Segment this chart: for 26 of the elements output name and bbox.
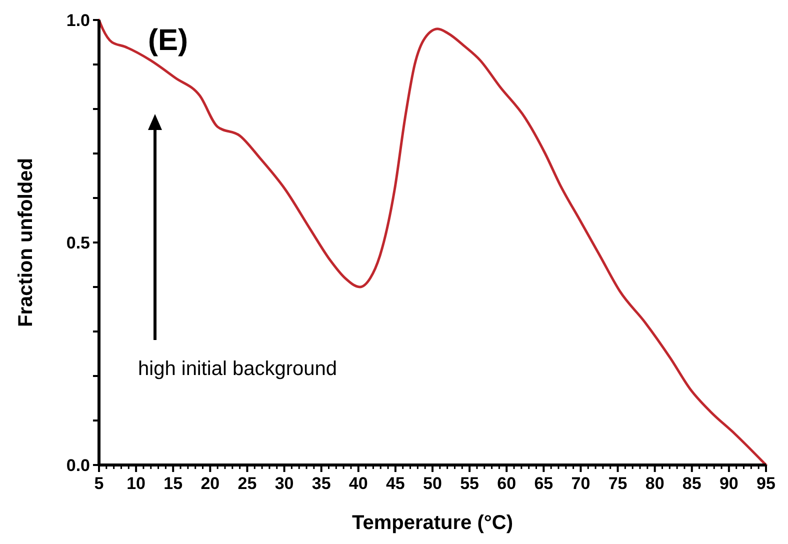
- annotation: high initial background: [138, 358, 338, 380]
- x-tick-label: 80: [645, 474, 664, 493]
- x-tick-label: 55: [460, 474, 480, 493]
- y-tick-label: 0.5: [66, 233, 90, 252]
- y-tick-label: 0.0: [66, 456, 90, 475]
- x-tick-label: 25: [238, 474, 257, 493]
- x-tick-label: 45: [386, 474, 405, 493]
- x-tick-label: 70: [571, 474, 590, 493]
- x-tick-label: 10: [126, 474, 146, 493]
- x-tick-label: 90: [719, 474, 738, 493]
- x-axis-title: Temperature (°C): [352, 512, 513, 534]
- x-tick-label: 95: [756, 474, 776, 493]
- y-axis-title: Fraction unfolded: [15, 158, 37, 327]
- x-tick-label: 35: [312, 474, 331, 493]
- x-tick-label: 85: [682, 474, 702, 493]
- chart-title: (E): [148, 24, 188, 57]
- x-tick-label: 40: [348, 474, 368, 493]
- x-tick-label: 60: [497, 474, 516, 493]
- x-tick-label: 30: [274, 474, 294, 493]
- y-tick-label: 1.0: [66, 10, 90, 30]
- x-tick-label: 75: [608, 474, 628, 493]
- x-tick-label: 65: [534, 474, 554, 493]
- x-tick-label: 5: [94, 474, 104, 493]
- x-tick-label: 50: [423, 474, 442, 493]
- x-tick-label: 15: [164, 474, 183, 493]
- x-tick-label: 20: [200, 474, 220, 493]
